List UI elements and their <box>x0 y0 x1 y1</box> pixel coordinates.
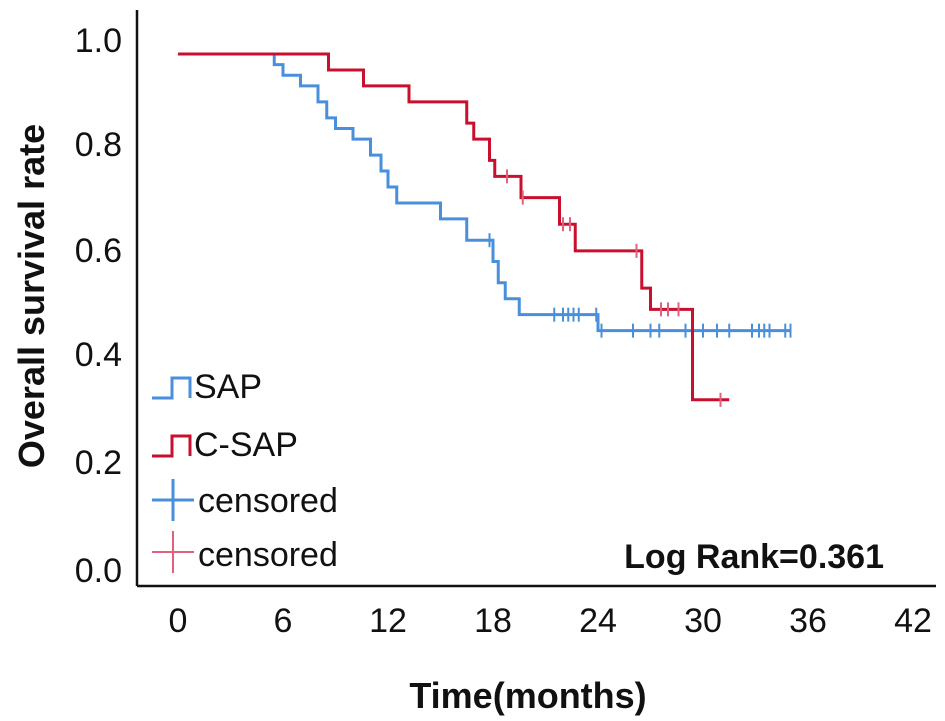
legend-label-censored-c-sap: censored <box>198 536 338 574</box>
series-line-c-sap <box>178 52 730 402</box>
y-axis-title: Overall survival rate <box>11 124 52 468</box>
legend-label-sap: SAP <box>194 368 262 406</box>
legend-symbol-censored-sap <box>152 479 194 521</box>
log-rank-annotation: Log Rank=0.361 <box>624 538 884 576</box>
y-tick-label: 0.4 <box>75 336 122 374</box>
legend-symbol-censored-c-sap <box>152 531 194 573</box>
x-tick-label: 12 <box>369 602 407 640</box>
series-layer <box>178 52 791 402</box>
y-tick-label: 0.2 <box>75 444 122 482</box>
legend-symbol-sap <box>152 376 192 400</box>
censor-layer <box>488 169 792 407</box>
series-line-sap <box>178 52 791 333</box>
y-tick-label: 0.8 <box>75 126 122 164</box>
x-tick-labels: 0 6 12 18 24 30 36 42 <box>169 602 932 640</box>
legend: SAP C-SAP censored censored <box>152 368 338 574</box>
legend-symbol-c-sap <box>152 434 192 458</box>
x-tick-label: 42 <box>894 602 932 640</box>
y-tick-label: 1.0 <box>75 22 122 60</box>
x-tick-label: 6 <box>274 602 293 640</box>
x-tick-label: 30 <box>684 602 722 640</box>
x-axis-title: Time(months) <box>409 675 646 716</box>
y-tick-labels: 0.0 0.2 0.4 0.6 0.8 1.0 <box>75 22 122 590</box>
y-tick-label: 0.0 <box>75 552 122 590</box>
legend-label-censored-sap: censored <box>198 482 338 520</box>
x-tick-label: 0 <box>169 602 188 640</box>
x-tick-label: 36 <box>789 602 827 640</box>
y-tick-label: 0.6 <box>75 232 122 270</box>
legend-label-c-sap: C-SAP <box>194 426 298 464</box>
x-tick-label: 18 <box>474 602 512 640</box>
x-tick-label: 24 <box>579 602 617 640</box>
